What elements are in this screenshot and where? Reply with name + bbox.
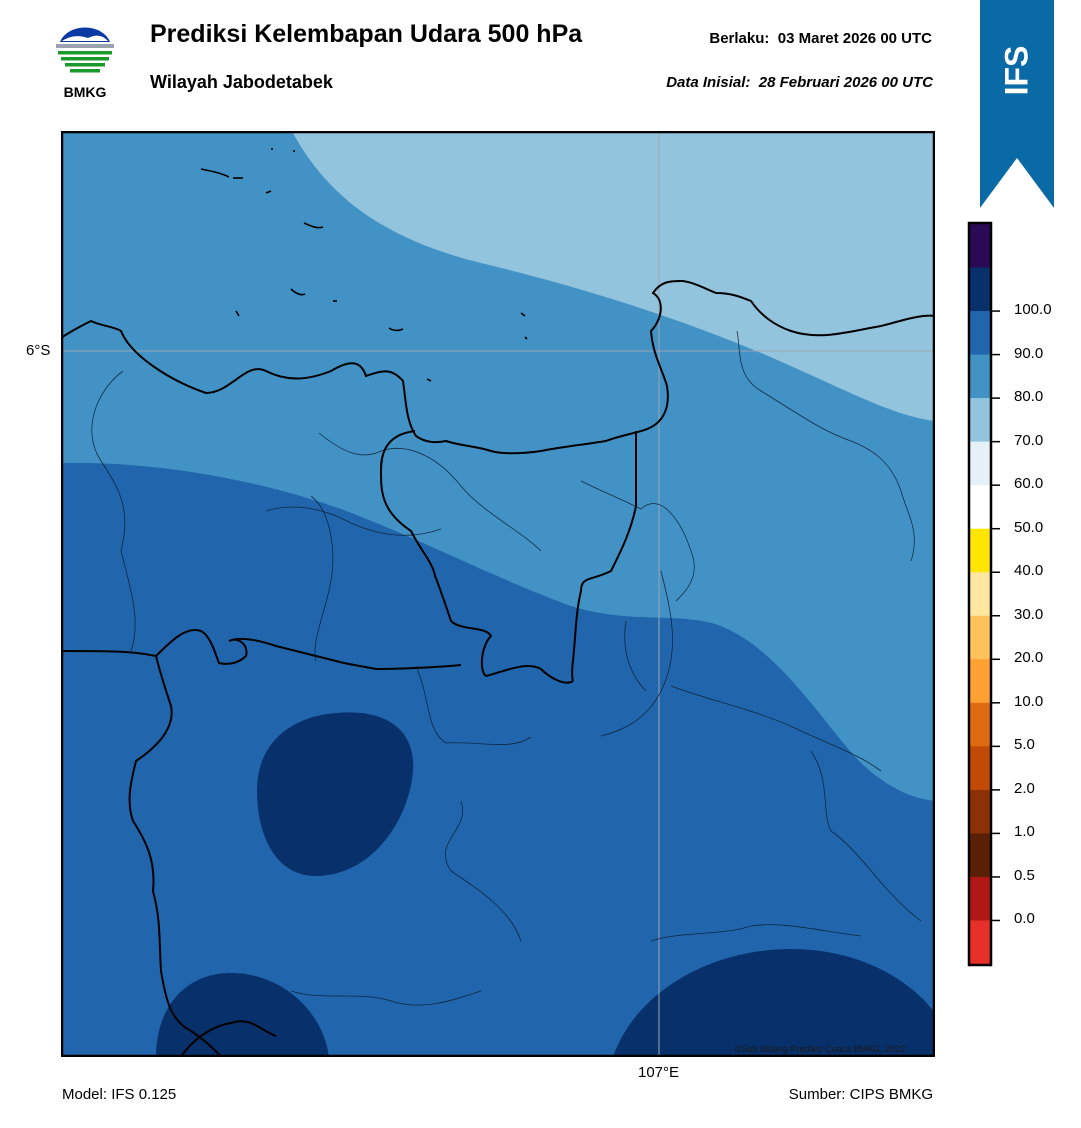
colorbar-segment <box>970 485 990 530</box>
longitude-label: 107°E <box>638 1064 680 1081</box>
colorbar-segment <box>970 615 990 660</box>
colorbar-segment <box>970 572 990 617</box>
colorbar-tick-label: 30.0 <box>1014 605 1044 623</box>
colorbar-tick-label: 70.0 <box>1014 431 1044 449</box>
latitude-label: 6°S <box>26 342 51 359</box>
province-boundaries <box>61 279 935 1057</box>
ribbon-text: IFS <box>998 45 1035 95</box>
colorbar-svg <box>967 221 1000 967</box>
colorbar-tick-label: 90.0 <box>1014 344 1044 362</box>
page-title: Prediksi Kelembapan Udara 500 hPa <box>150 20 583 48</box>
humidity-colorbar <box>967 221 1000 967</box>
logo-text: BMKG <box>63 84 107 100</box>
colorbar-segment <box>970 528 990 573</box>
colorbar-tick-label: 10.0 <box>1014 692 1044 710</box>
colorbar-segment <box>970 789 990 834</box>
init-label: Data Inisial: <box>666 74 751 91</box>
colorbar-segment <box>970 833 990 878</box>
bmkg-emblem-icon <box>56 27 114 73</box>
ifs-ribbon: IFS <box>980 0 1054 210</box>
colorbar-segment <box>970 876 990 921</box>
colorbar-frame <box>967 221 993 967</box>
colorbar-segment <box>970 702 990 747</box>
source-info: Sumber: CIPS BMKG <box>788 1086 933 1103</box>
colorbar-segment <box>970 746 990 791</box>
colorbar-segment <box>970 224 990 269</box>
region-subtitle: Wilayah Jabodetabek <box>150 72 333 92</box>
colorbar-segment <box>970 354 990 399</box>
init-value: 28 Februari 2026 00 UTC <box>758 74 933 91</box>
ribbon-shape-icon <box>980 0 1054 208</box>
colorbar-segment <box>970 398 990 443</box>
humidity-90-100-region-southeast <box>613 949 935 1057</box>
colorbar-tick-label: 80.0 <box>1014 388 1044 406</box>
colorbar-tick-label: 100.0 <box>1014 301 1052 319</box>
valid-value: 03 Maret 2026 00 UTC <box>777 30 932 47</box>
copyright-note: ©Sub Bidang Prediksi Cuaca BMKG, 2022 <box>735 1044 906 1054</box>
humidity-80-90-region <box>61 462 935 1057</box>
humidity-90-100-region-west <box>257 712 414 876</box>
init-time: Data Inisial: 28 Februari 2026 00 UTC <box>666 74 933 91</box>
map-frame <box>60 130 936 1058</box>
thousand-islands <box>200 148 528 382</box>
colorbar-tick-label: 2.0 <box>1014 779 1035 797</box>
colorbar-tick-label: 60.0 <box>1014 475 1044 493</box>
colorbar-segment <box>970 441 990 486</box>
bmkg-logo: BMKG <box>52 20 118 102</box>
colorbar-tick-label: 0.5 <box>1014 866 1035 884</box>
colorbar-segment <box>970 267 990 312</box>
colorbar-segment <box>970 311 990 356</box>
map-svg <box>60 130 936 1058</box>
colorbar-tick-label: 5.0 <box>1014 736 1035 754</box>
colorbar-tick-label: 0.0 <box>1014 910 1035 928</box>
valid-time: Berlaku: 03 Maret 2026 00 UTC <box>709 30 932 47</box>
colorbar-segment <box>970 920 990 965</box>
district-boundaries <box>91 330 922 1006</box>
colorbar-tick-label: 1.0 <box>1014 823 1035 841</box>
colorbar-tick-label: 50.0 <box>1014 518 1044 536</box>
colorbar-tick-label: 20.0 <box>1014 649 1044 667</box>
humidity-60-70-region <box>292 131 935 421</box>
humidity-map <box>60 130 936 1058</box>
valid-label: Berlaku: <box>709 30 770 47</box>
colorbar-tick-label: 40.0 <box>1014 562 1044 580</box>
model-info: Model: IFS 0.125 <box>62 1086 177 1103</box>
colorbar-segment <box>970 659 990 704</box>
